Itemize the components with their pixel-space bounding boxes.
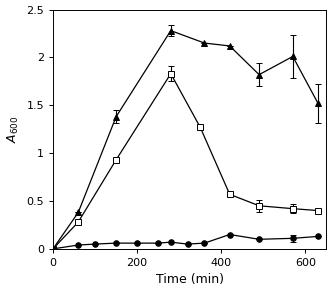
- Y-axis label: $A_{600}$: $A_{600}$: [6, 116, 21, 143]
- X-axis label: Time (min): Time (min): [156, 273, 224, 286]
